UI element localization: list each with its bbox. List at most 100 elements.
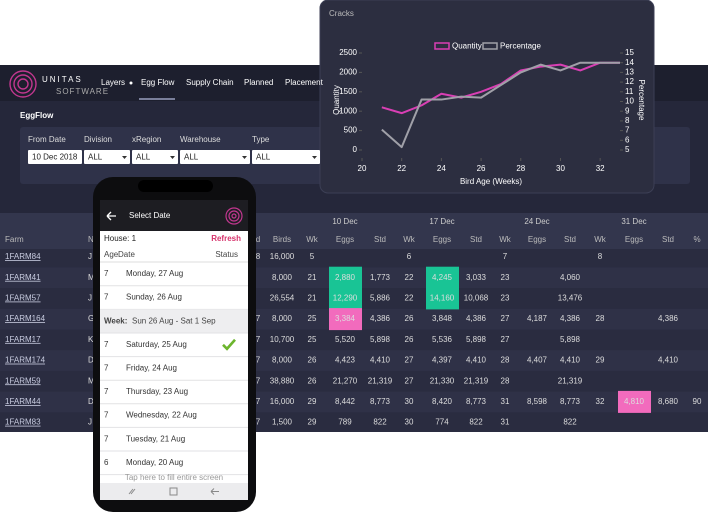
y-tick-label: 0 bbox=[353, 145, 358, 154]
fill-screen-hint[interactable]: Tap here to fill entire screen bbox=[125, 473, 223, 482]
y-tick-label: 1000 bbox=[339, 106, 357, 115]
table-cell: 21,319 bbox=[464, 376, 489, 385]
refresh-button[interactable]: Refresh bbox=[211, 234, 241, 243]
column-header: Eggs bbox=[528, 235, 546, 244]
list-header: Date bbox=[118, 250, 135, 259]
table-cell: K I bbox=[88, 335, 98, 344]
table-cell: 7 bbox=[256, 335, 261, 344]
date-option[interactable]: Friday, 24 Aug bbox=[126, 364, 177, 373]
table-cell: 21 bbox=[308, 273, 317, 282]
table-cell: 90 bbox=[693, 397, 702, 406]
date-option[interactable]: Monday, 20 Aug bbox=[126, 458, 183, 467]
list-header: Status bbox=[215, 250, 238, 259]
y2-tick-label: 9 bbox=[625, 106, 630, 115]
brand: UNITAS bbox=[42, 75, 83, 84]
table-cell: 822 bbox=[373, 418, 387, 427]
filter-label: Division bbox=[84, 135, 112, 144]
legend-label[interactable]: Percentage bbox=[500, 42, 541, 51]
filter-value: ALL bbox=[88, 153, 103, 162]
table-cell: 10,700 bbox=[270, 335, 295, 344]
farm-link[interactable]: 1FARM59 bbox=[5, 376, 41, 385]
legend-label[interactable]: Quantity bbox=[452, 42, 482, 51]
table-cell: 4,410 bbox=[560, 356, 581, 365]
farm-link[interactable]: 1FARM83 bbox=[5, 418, 41, 427]
farm-link[interactable]: 1FARM174 bbox=[5, 356, 46, 365]
date-option[interactable]: Saturday, 25 Aug bbox=[126, 340, 187, 349]
column-header: Std bbox=[564, 235, 576, 244]
table-cell: 5,898 bbox=[466, 335, 487, 344]
cell-highlight bbox=[329, 308, 362, 331]
phone-nav bbox=[100, 483, 248, 500]
filter-input[interactable] bbox=[84, 150, 130, 164]
table-cell: 7 bbox=[256, 418, 261, 427]
column-header: % bbox=[693, 235, 700, 244]
week-header: 31 Dec bbox=[621, 217, 646, 226]
farm-link[interactable]: 1FARM44 bbox=[5, 397, 41, 406]
farm-link[interactable]: 1FARM57 bbox=[5, 294, 41, 303]
age: 7 bbox=[104, 364, 109, 373]
table-cell: 7 bbox=[503, 252, 508, 261]
table-cell: 5,898 bbox=[370, 335, 391, 344]
date-option[interactable]: Monday, 27 Aug bbox=[126, 269, 183, 278]
farm-link[interactable]: 1FARM41 bbox=[5, 273, 41, 282]
table-cell: 21,319 bbox=[368, 376, 393, 385]
table-cell: 21,330 bbox=[430, 376, 455, 385]
table-cell: 6 bbox=[407, 252, 412, 261]
legend-swatch[interactable] bbox=[434, 42, 450, 50]
table-cell: 8,680 bbox=[658, 397, 679, 406]
nav-item[interactable]: Planned bbox=[244, 78, 273, 87]
table-cell: 29 bbox=[596, 356, 605, 365]
farm-link[interactable]: 1FARM164 bbox=[5, 314, 46, 323]
age: 7 bbox=[104, 387, 109, 396]
nav-item[interactable]: Supply Chain bbox=[186, 78, 234, 87]
filter-value: ALL bbox=[256, 153, 271, 162]
farm-link[interactable]: 1FARM17 bbox=[5, 335, 41, 344]
farm-link[interactable]: 1FARM84 bbox=[5, 252, 41, 261]
filter-value: ALL bbox=[184, 153, 199, 162]
table-cell: 7 bbox=[256, 376, 261, 385]
y-tick-label: 2500 bbox=[339, 48, 357, 57]
table-cell: 4,397 bbox=[432, 356, 453, 365]
nav-item[interactable]: Layers bbox=[101, 78, 125, 87]
nav-item[interactable]: Placement bbox=[285, 78, 324, 87]
nav-back[interactable] bbox=[210, 488, 219, 495]
table-cell: 22 bbox=[405, 273, 414, 282]
table-cell: 28 bbox=[596, 314, 605, 323]
table-cell: 26 bbox=[405, 335, 414, 344]
filter-input[interactable] bbox=[180, 150, 250, 164]
column-header: Wk bbox=[403, 235, 416, 244]
nav-home[interactable] bbox=[169, 487, 178, 496]
age: 7 bbox=[104, 340, 109, 349]
date-option[interactable]: Thursday, 23 Aug bbox=[126, 387, 188, 396]
table-cell: 21,270 bbox=[333, 376, 358, 385]
phone-title: Select Date bbox=[129, 211, 171, 220]
nav-item[interactable]: Egg Flow bbox=[141, 78, 175, 87]
table-cell: 31 bbox=[501, 418, 510, 427]
column-header: Wk bbox=[594, 235, 607, 244]
table-cell: J I bbox=[88, 252, 96, 261]
y2-tick-label: 7 bbox=[625, 126, 630, 135]
y-tick-label: 500 bbox=[344, 126, 358, 135]
column-header: Birds bbox=[273, 235, 291, 244]
legend-swatch[interactable] bbox=[482, 42, 498, 50]
date-option[interactable]: Wednesday, 22 Aug bbox=[126, 411, 197, 420]
nav-recent[interactable] bbox=[128, 488, 136, 495]
week-header: 10 Dec bbox=[332, 217, 357, 226]
table-cell: 8 bbox=[598, 252, 603, 261]
table-cell: 26 bbox=[405, 314, 414, 323]
filter-input[interactable] bbox=[252, 150, 320, 164]
table-cell: 26 bbox=[308, 356, 317, 365]
filter-input[interactable] bbox=[28, 150, 82, 164]
y2-tick-label: 11 bbox=[625, 87, 634, 96]
table-cell: 16,000 bbox=[270, 397, 295, 406]
column-header: Std bbox=[374, 235, 386, 244]
filter-input[interactable] bbox=[132, 150, 178, 164]
week-header: 24 Dec bbox=[524, 217, 549, 226]
table-cell: 27 bbox=[501, 335, 510, 344]
date-option[interactable]: Sunday, 26 Aug bbox=[126, 293, 182, 302]
back-arrow[interactable] bbox=[106, 211, 116, 221]
table-cell: 23 bbox=[501, 294, 510, 303]
table-cell: 7 bbox=[256, 397, 261, 406]
date-option[interactable]: Tuesday, 21 Aug bbox=[126, 434, 185, 443]
age: 6 bbox=[104, 458, 109, 467]
